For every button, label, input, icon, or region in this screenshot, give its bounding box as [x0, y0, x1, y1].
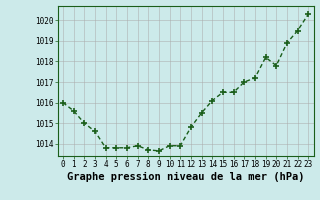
X-axis label: Graphe pression niveau de la mer (hPa): Graphe pression niveau de la mer (hPa)	[67, 172, 304, 182]
